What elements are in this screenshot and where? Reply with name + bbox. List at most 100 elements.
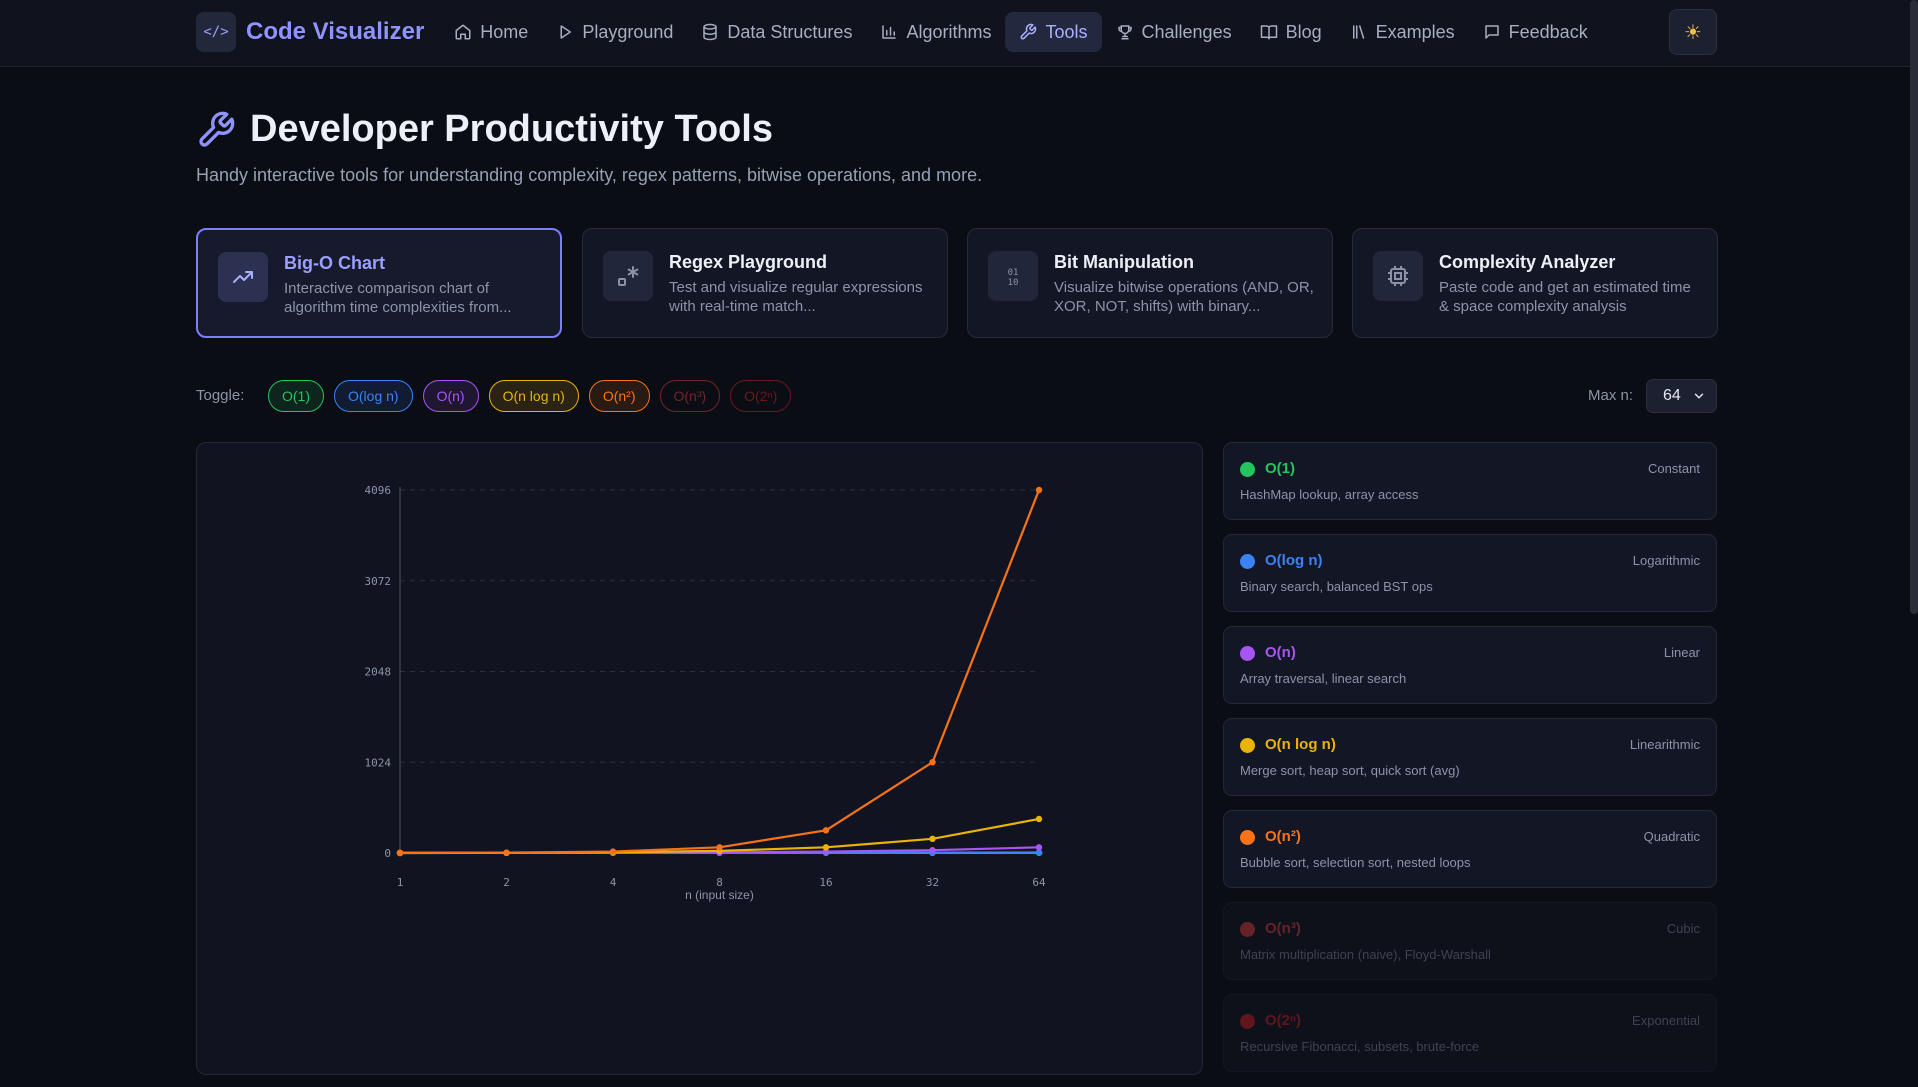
big-o-chart: 0 1024 2048 3072 4096 1 2 4 8 16 32 64 n (input size… — [365, 484, 1046, 902]
page-scrollbar[interactable] — [1910, 0, 1918, 614]
legend-card-6[interactable]: O(2ⁿ) Exponential Recursive Fibonacci, s… — [1223, 994, 1717, 1072]
nav-items: Home Playground Data Structures Algorithms T… — [440, 12, 1601, 52]
nav-item-label: Algorithms — [906, 21, 992, 42]
nav-item-label: Feedback — [1508, 21, 1588, 42]
nav-inner: </> Code Visualizer Home Playground Data S… — [196, 10, 1718, 54]
legend-card-2[interactable]: O(n) Linear Array traversal, linear sear… — [1223, 626, 1717, 704]
x-axis-label: n (input size) — [685, 888, 754, 902]
tool-name: Regex Playground — [669, 252, 828, 272]
data-point — [1035, 849, 1043, 856]
nav-item-label: Playground — [582, 21, 674, 42]
legend-tag: Cubic — [1666, 921, 1700, 936]
trend-icon — [218, 252, 268, 302]
nav-item-feedback[interactable]: Feedback — [1469, 12, 1602, 52]
page-title: Developer Productivity Tools — [250, 108, 773, 150]
message-icon — [1484, 25, 1499, 39]
navbar: </> Code Visualizer Home Playground Data S… — [0, 0, 1918, 67]
legend-description: Binary search, balanced BST ops — [1240, 579, 1433, 594]
nav-item-tools[interactable]: Tools — [1005, 12, 1102, 52]
legend-dot — [1240, 1014, 1255, 1029]
wrench-icon — [199, 111, 235, 147]
maxn-select[interactable]: 64 — [1646, 379, 1717, 413]
toggle-2[interactable]: O(n) — [422, 380, 479, 412]
legend-name: O(n³) — [1265, 920, 1301, 937]
legend-tag: Linearithmic — [1629, 737, 1700, 752]
toggle-0[interactable]: O(1) — [268, 380, 324, 412]
tool-card-bit-manipulation[interactable]: 01 10 Bit Manipulation Visualize bitwise … — [967, 228, 1333, 338]
nav-item-label: Home — [480, 21, 529, 42]
nav-item-label: Tools — [1045, 21, 1088, 42]
legend-description: Merge sort, heap sort, quick sort (avg) — [1240, 763, 1460, 778]
y-tick-label: 4096 — [365, 484, 392, 497]
data-point — [929, 759, 936, 766]
legend-dot — [1240, 922, 1255, 937]
tool-card-regex-playground[interactable]: Regex Playground Test and visualize regu… — [582, 228, 948, 338]
nav-item-algorithms[interactable]: Algorithms — [866, 12, 1005, 52]
legend-tag: Constant — [1647, 461, 1700, 476]
complexity-toggles: O(1) O(log n) O(n) O(n log n) O(n²) O(n³) O(2ⁿ… — [268, 380, 801, 412]
legend-description: Recursive Fibonacci, subsets, brute-forc… — [1240, 1039, 1480, 1054]
x-tick-label: 64 — [1032, 876, 1046, 889]
legend-dot — [1240, 554, 1255, 569]
legend-description: Matrix multiplication (naive), Floyd-War… — [1240, 947, 1491, 962]
chevron-down-icon — [1694, 393, 1704, 399]
legend-card-3[interactable]: O(n log n) Linearithmic Merge sort, heap… — [1223, 718, 1717, 796]
legend-name: O(1) — [1265, 460, 1295, 477]
data-point — [1035, 486, 1043, 494]
database-icon — [703, 23, 718, 41]
page-header: Developer Productivity Tools — [196, 108, 773, 151]
nav-item-home[interactable]: Home — [440, 12, 542, 52]
tool-name: Bit Manipulation — [1054, 252, 1194, 272]
nav-item-playground[interactable]: Playground — [542, 12, 687, 52]
toggle-3[interactable]: O(n log n) — [488, 380, 579, 412]
nav-item-label: Examples — [1375, 21, 1455, 42]
legend-name: O(log n) — [1265, 552, 1323, 569]
y-tick-label: 0 — [384, 847, 391, 860]
legend-card-0[interactable]: O(1) Constant HashMap lookup, array acce… — [1223, 442, 1717, 520]
x-tick-label: 16 — [819, 876, 832, 889]
nav-item-examples[interactable]: Examples — [1336, 12, 1469, 52]
maxn-value: 64 — [1663, 387, 1681, 404]
nav-item-blog[interactable]: Blog — [1246, 12, 1336, 52]
tool-description: Interactive comparison chart of algorith… — [284, 280, 512, 316]
tool-card-complexity-analyzer[interactable]: Complexity Analyzer Paste code and get a… — [1352, 228, 1718, 338]
play-icon — [560, 25, 572, 39]
tool-description: Test and visualize regular expressions w… — [669, 279, 923, 315]
legend-description: Bubble sort, selection sort, nested loop… — [1240, 855, 1471, 870]
x-tick-label: 32 — [926, 876, 939, 889]
theme-toggle-button[interactable]: ☀ — [1669, 9, 1717, 55]
data-point — [929, 835, 936, 843]
legend-dot — [1240, 462, 1255, 477]
toggle-1[interactable]: O(log n) — [334, 380, 413, 412]
legend-dot — [1240, 738, 1255, 753]
toggle-5[interactable]: O(n³) — [659, 380, 721, 412]
legend-tag: Logarithmic — [1632, 553, 1700, 568]
tool-description: Visualize bitwise operations (AND, OR, X… — [1054, 279, 1314, 315]
toggle-6[interactable]: O(2ⁿ) — [730, 380, 792, 412]
legend-dot — [1240, 646, 1255, 661]
nav-item-data-structures[interactable]: Data Structures — [687, 12, 866, 52]
cpu-icon — [1373, 251, 1423, 301]
legend-description: Array traversal, linear search — [1240, 671, 1407, 686]
legend-card-4[interactable]: O(n²) Quadratic Bubble sort, selection s… — [1223, 810, 1717, 888]
regex-icon — [603, 251, 653, 301]
code-icon: </> — [196, 12, 236, 52]
nav-item-challenges[interactable]: Challenges — [1102, 12, 1246, 52]
legend-description: HashMap lookup, array access — [1240, 487, 1419, 502]
tool-card-big-o-chart[interactable]: Big-O Chart Interactive comparison chart… — [196, 228, 562, 338]
svg-text:10: 10 — [1008, 278, 1019, 288]
toggle-4[interactable]: O(n²) — [588, 380, 650, 412]
nav-item-label: Blog — [1285, 21, 1322, 42]
y-tick-label: 2048 — [365, 666, 392, 679]
brand-name: Code Visualizer — [246, 18, 425, 45]
legend-card-1[interactable]: O(log n) Logarithmic Binary search, bala… — [1223, 534, 1717, 612]
brand[interactable]: </> Code Visualizer — [196, 12, 424, 52]
legend-card-5[interactable]: O(n³) Cubic Matrix multiplication (naive… — [1223, 902, 1717, 980]
bar-chart-icon — [882, 25, 897, 39]
binary-icon: 01 10 — [988, 251, 1038, 301]
book-icon — [1260, 25, 1277, 40]
tool-name: Complexity Analyzer — [1439, 252, 1616, 272]
data-point — [716, 844, 723, 851]
legend-name: O(n²) — [1265, 828, 1301, 845]
x-tick-label: 4 — [610, 876, 617, 889]
